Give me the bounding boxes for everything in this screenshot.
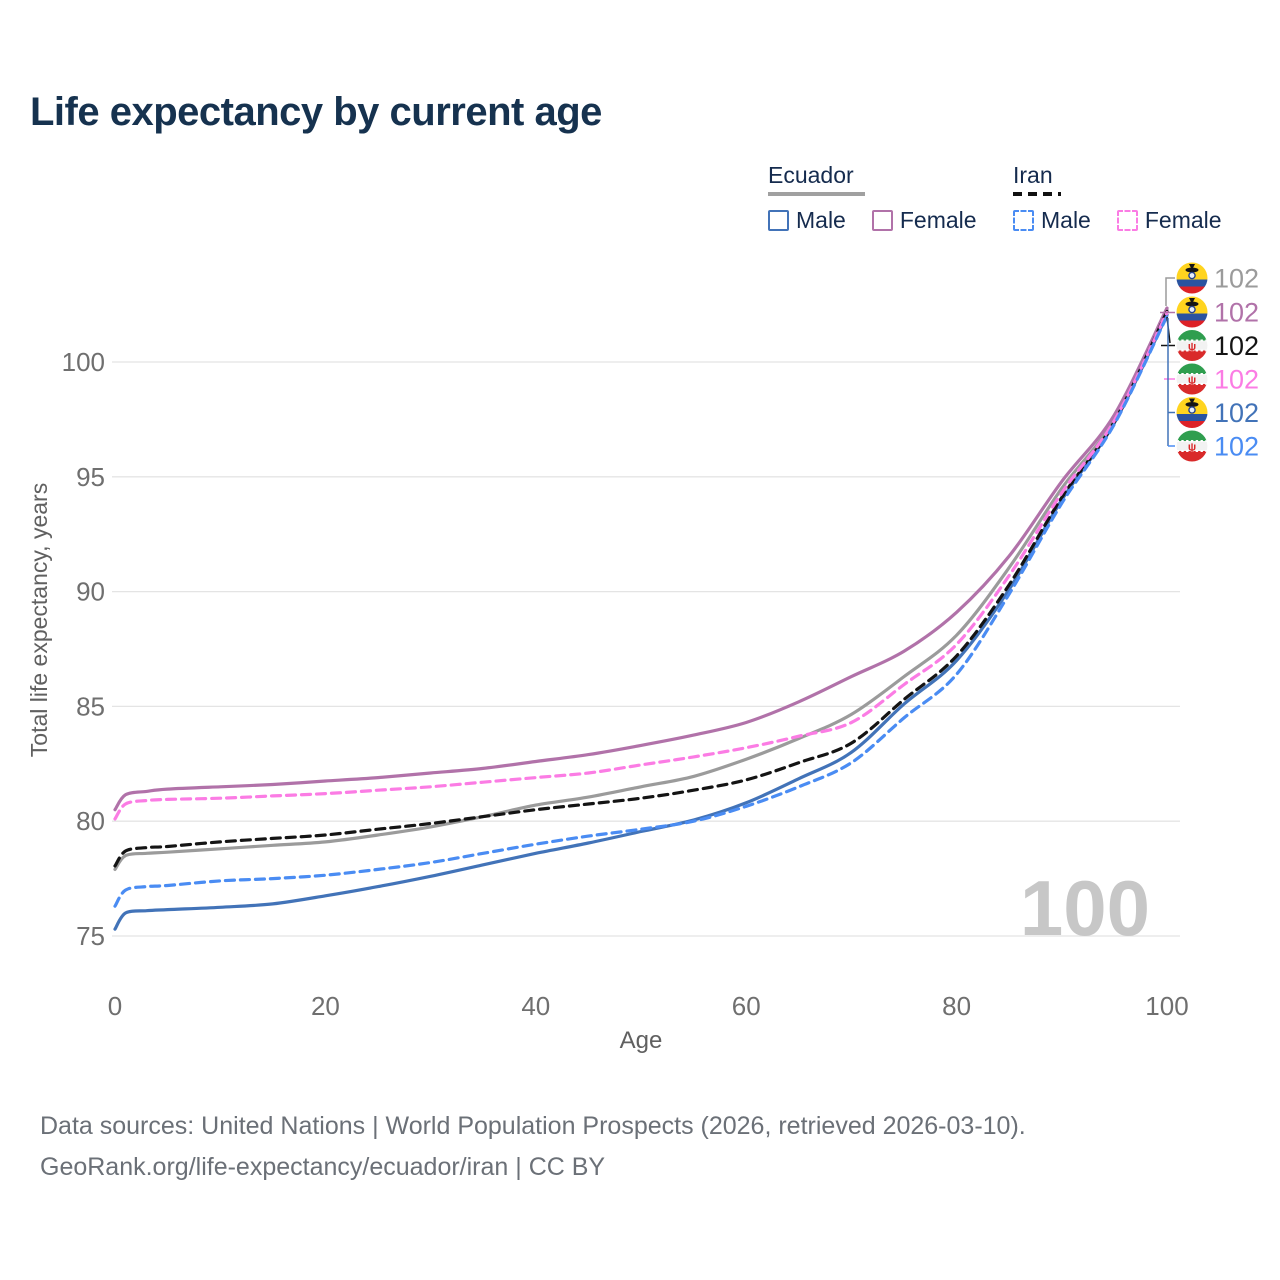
legend-item-iran-male[interactable]: Male <box>1013 207 1091 234</box>
y-tick-75: 75 <box>76 921 105 951</box>
page-title: Life expectancy by current age <box>30 90 602 134</box>
y-axis-title: Total life expectancy, years <box>26 483 52 757</box>
legend-swatch-ecuador-male[interactable] <box>768 210 789 231</box>
legend-swatch-iran-female[interactable] <box>1116 210 1138 231</box>
legend-label-iran-male: Male <box>1041 207 1091 233</box>
y-tick-95: 95 <box>76 462 105 492</box>
legend-item-iran-female[interactable]: Female <box>1116 207 1222 234</box>
x-tick-60: 60 <box>732 991 761 1021</box>
legend-line-sample-iran <box>1013 192 1061 196</box>
end-label-value-iran-male: 102 <box>1214 432 1259 462</box>
legend-swatch-ecuador-female[interactable] <box>871 210 893 231</box>
legend-label-ecuador-male: Male <box>796 207 846 233</box>
flag-icon-iran: ψ <box>1176 430 1208 462</box>
line-ecuador-both[interactable] <box>113 307 1169 872</box>
x-tick-100: 100 <box>1145 991 1188 1021</box>
end-label-value-ecuador-male: 102 <box>1214 398 1259 428</box>
x-axis-title: Age <box>620 1027 663 1054</box>
end-label-value-ecuador-female: 102 <box>1214 298 1259 328</box>
line-ecuador-female[interactable] <box>113 306 1169 812</box>
legend-group-ecuador: Ecuador Male Female <box>768 162 1003 234</box>
line-iran-female[interactable] <box>113 311 1169 821</box>
line-ecuador-male[interactable] <box>113 313 1169 931</box>
y-tick-90: 90 <box>76 577 105 607</box>
x-tick-20: 20 <box>311 991 340 1021</box>
svg-text:ψ: ψ <box>1188 375 1196 387</box>
flag-icon-iran: ψ <box>1176 330 1208 361</box>
footer-data-sources: Data sources: United Nations | World Pop… <box>40 1112 1026 1140</box>
legend-swatch-iran-male[interactable] <box>1013 210 1034 231</box>
flag-icon-iran: ψ <box>1176 363 1208 395</box>
legend-label-ecuador-female: Female <box>899 207 977 233</box>
legend-country-iran[interactable]: Iran <box>1013 162 1053 188</box>
flag-icon-ecuador <box>1176 397 1208 428</box>
line-iran-both[interactable] <box>113 309 1169 868</box>
end-label-leader-ecuador-male <box>1167 318 1175 446</box>
footer-attribution: GeoRank.org/life-expectancy/ecuador/iran… <box>40 1153 606 1181</box>
legend-item-ecuador-female[interactable]: Female <box>871 207 977 234</box>
y-tick-100: 100 <box>62 347 105 377</box>
footer: Data sources: United Nations | World Pop… <box>40 1106 1026 1188</box>
end-label-leader-ecuador-both <box>1165 277 1175 306</box>
flag-icon-ecuador <box>1176 262 1208 294</box>
x-tick-40: 40 <box>521 991 550 1021</box>
legend-item-ecuador-male[interactable]: Male <box>768 207 846 234</box>
line-iran-male[interactable] <box>113 314 1169 908</box>
legend-label-iran-female: Female <box>1144 207 1222 233</box>
legend-line-sample-ecuador <box>768 192 865 196</box>
svg-text:ψ: ψ <box>1188 341 1196 353</box>
legend-group-iran: Iran Male Female <box>1013 162 1248 234</box>
end-label-value-iran-female: 102 <box>1214 365 1259 395</box>
y-tick-80: 80 <box>76 806 105 836</box>
x-tick-0: 0 <box>108 991 122 1021</box>
end-label-value-ecuador-both: 102 <box>1214 264 1259 294</box>
flag-icon-ecuador <box>1176 296 1208 328</box>
svg-text:ψ: ψ <box>1188 442 1196 454</box>
y-tick-85: 85 <box>76 691 105 721</box>
legend-country-ecuador[interactable]: Ecuador <box>768 162 854 188</box>
age-watermark: 100 <box>1020 864 1150 952</box>
end-label-value-iran-both: 102 <box>1214 331 1259 361</box>
x-tick-80: 80 <box>942 991 971 1021</box>
